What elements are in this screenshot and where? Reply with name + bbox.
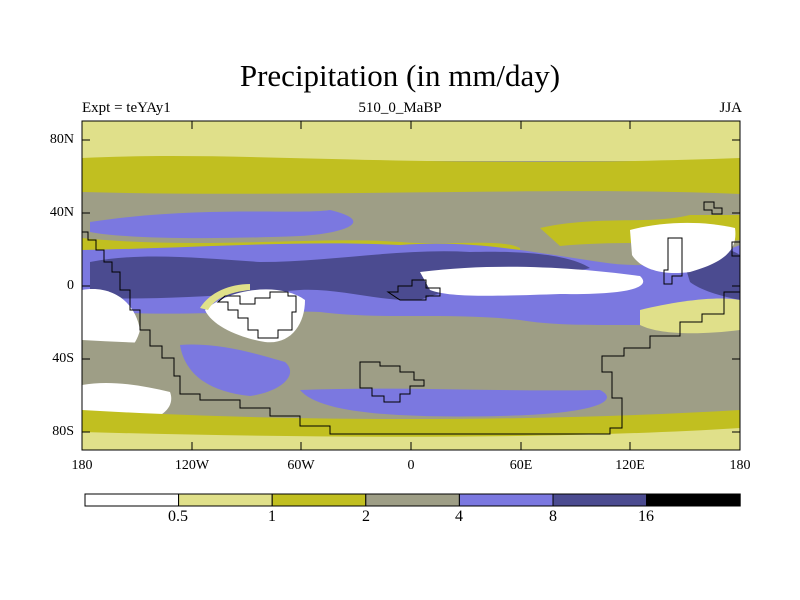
lat-label-0: 0	[67, 278, 74, 293]
nh-storm-track-west	[90, 210, 354, 239]
colorbar-label-16: 16	[638, 508, 654, 525]
colorbar-swatch	[365, 493, 460, 507]
time-label: 510_0_MaBP	[358, 100, 442, 116]
colorbar-swatch	[271, 493, 367, 507]
colorbar-swatch	[646, 493, 741, 507]
lat-label-80n: 80N	[49, 132, 74, 147]
lon-label-180e: 180	[729, 458, 751, 473]
lon-tick-marks	[81, 121, 741, 450]
continent-outline-north-islet	[703, 201, 723, 215]
lat-label-40n: 40N	[49, 205, 74, 220]
precipitation-field	[82, 121, 740, 450]
sh-rain-patch-west	[180, 344, 291, 396]
colorbar-label-8: 8	[549, 508, 557, 525]
lon-label-180w: 180	[71, 458, 93, 473]
season-label: JJA	[719, 100, 742, 116]
colorbar-swatch	[178, 493, 273, 507]
continent-outline-east-edge	[731, 241, 740, 257]
colorbar-swatch	[458, 493, 554, 507]
margin-southwest	[200, 284, 250, 310]
colorbar-label-2: 2	[362, 508, 370, 525]
dry-zone-southwest	[205, 289, 305, 343]
continent-outline-equatorial-island	[386, 279, 441, 301]
continent-outline-west-island	[216, 291, 297, 339]
continent-outline-gondwana	[82, 231, 740, 435]
lon-label-120e: 120E	[615, 458, 645, 473]
continent-outline-south-island	[359, 361, 425, 403]
lon-label-120w: 120W	[174, 458, 210, 473]
arctic-band-mid	[82, 156, 740, 194]
map-title: Precipitation (in mm/day)	[239, 58, 561, 93]
dry-zone-central	[420, 266, 644, 296]
margin-southeast	[640, 298, 740, 334]
colorbar-label-0-5: 0.5	[168, 508, 188, 525]
antarctic-band-low	[82, 428, 740, 450]
colorbar-label-4: 4	[455, 508, 463, 525]
lon-label-60e: 60E	[509, 458, 533, 473]
lon-label-60w: 60W	[287, 458, 315, 473]
colorbar-swatch	[552, 493, 648, 507]
colorbar	[84, 493, 741, 507]
lat-label-80s: 80S	[52, 424, 74, 439]
dry-zone-east	[630, 222, 736, 274]
continent-outline-east-island	[663, 237, 683, 285]
lon-label-0: 0	[407, 458, 415, 473]
experiment-label: Expt = teYAy1	[82, 100, 171, 116]
colorbar-swatch	[84, 493, 180, 507]
lat-label-40s: 40S	[52, 351, 74, 366]
colorbar-label-1: 1	[268, 508, 276, 525]
itcz-core-heavy	[90, 251, 590, 301]
lat-tick-marks	[82, 139, 740, 433]
